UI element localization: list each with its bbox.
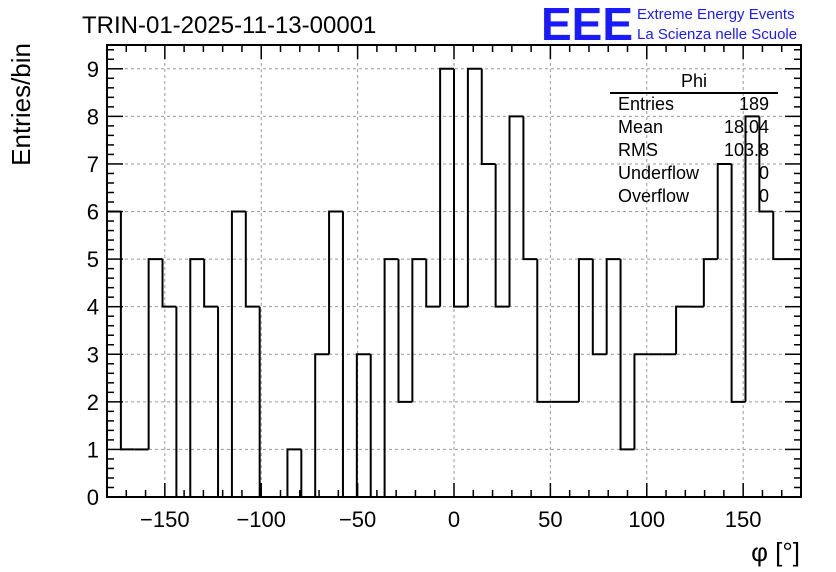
stats-value-overflow: 0: [759, 186, 769, 206]
x-tick-label: −100: [236, 507, 286, 532]
histogram-bin: [633, 353, 649, 450]
eee-logo: EEE Extreme Energy Events La Scienza nel…: [541, 0, 797, 50]
histogram-bin: [189, 258, 205, 497]
x-tick-label: 0: [448, 507, 460, 532]
histogram-bin: [439, 67, 454, 307]
histogram-bin: [758, 116, 774, 213]
histogram-bin: [411, 258, 427, 402]
histogram-bin: [675, 305, 690, 355]
histogram-bin: [522, 116, 538, 261]
histogram-bin: [328, 210, 343, 355]
y-axis-title: Entries/bin: [6, 43, 36, 166]
y-tick-label: 7: [87, 152, 99, 177]
logo-line-1: Extreme Energy Events: [637, 6, 795, 23]
histogram-bin: [397, 259, 413, 403]
stats-box: Phi Entries 189 Mean 18.04 RMS 103.8 Und…: [610, 71, 778, 206]
histogram-bin: [730, 163, 746, 403]
stats-label-underflow: Underflow: [618, 163, 700, 183]
x-tick-label: −50: [339, 507, 376, 532]
stats-value-rms: 103.8: [724, 140, 769, 160]
histogram-bin: [161, 259, 177, 308]
histogram-bin: [355, 353, 371, 497]
y-tick-label: 2: [87, 390, 99, 415]
stats-title: Phi: [681, 71, 707, 91]
histogram-bin: [314, 353, 330, 497]
histogram-bin: [494, 163, 510, 308]
histogram-bin: [425, 259, 441, 308]
histogram-bin: [230, 210, 246, 497]
stats-value-mean: 18.04: [724, 117, 769, 137]
logo-line-2: La Scienza nelle Scuole: [637, 26, 797, 43]
x-tick-label: 150: [725, 507, 762, 532]
y-tick-label: 4: [87, 295, 99, 320]
y-tick-label: 8: [87, 104, 99, 129]
eee-logo-mark: EEE: [541, 0, 633, 50]
histogram-bin: [772, 211, 788, 261]
y-tick-label: 5: [87, 247, 99, 272]
histogram-bin: [480, 68, 496, 165]
histogram-bin: [147, 258, 163, 450]
histogram-bin: [244, 211, 260, 308]
histogram-bin: [203, 259, 219, 308]
histogram-bin: [286, 448, 302, 497]
histogram-bin: [702, 258, 718, 307]
x-tick-label: 50: [538, 507, 562, 532]
histogram-bin: [591, 259, 607, 356]
histogram-bin: [744, 115, 760, 402]
axis-ticks: [106, 45, 802, 498]
y-tick-label: 9: [87, 57, 99, 82]
y-tick-label: 1: [87, 437, 99, 462]
chart-title: TRIN-01-2025-11-13-00001: [82, 12, 376, 39]
x-tick-label: −150: [140, 507, 190, 532]
histogram-bin: [716, 162, 732, 260]
stats-label-rms: RMS: [618, 140, 658, 160]
y-tick-label: 0: [87, 485, 99, 510]
histogram-bin: [508, 115, 524, 307]
y-tick-labels: 0 1 2 3 4 5 6 7 8 9: [87, 57, 99, 510]
histogram-bin: [383, 258, 399, 497]
histogram-bin: [619, 259, 635, 451]
histogram-bin: [466, 67, 482, 307]
histogram-bin: [536, 259, 552, 403]
stats-value-entries: 189: [739, 94, 769, 114]
stats-value-underflow: 0: [759, 163, 769, 183]
histogram-bin: [577, 258, 593, 402]
stats-label-overflow: Overflow: [618, 186, 690, 206]
stats-label-mean: Mean: [618, 117, 663, 137]
x-tick-label: 100: [628, 507, 665, 532]
y-tick-label: 3: [87, 342, 99, 367]
stats-label-entries: Entries: [618, 94, 674, 114]
histogram-bin: [605, 258, 621, 355]
y-tick-label: 6: [87, 200, 99, 225]
x-axis-title: φ [°]: [751, 537, 800, 567]
histogram-bin: [453, 68, 468, 308]
x-tick-labels: −150 −100 −50 0 50 100 150: [140, 507, 761, 532]
